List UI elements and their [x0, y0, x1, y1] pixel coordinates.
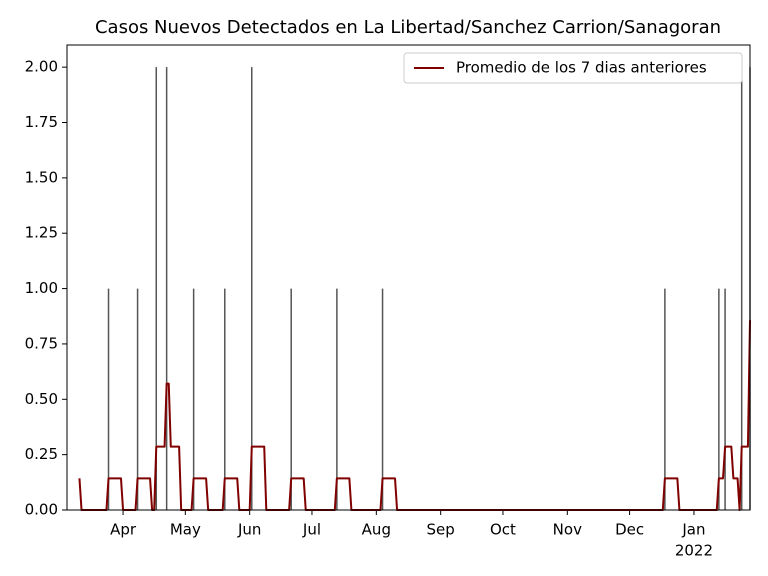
- y-tick-label: 1.50: [25, 168, 58, 186]
- y-tick-label: 1.25: [25, 224, 58, 242]
- y-tick-label: 1.75: [25, 113, 58, 131]
- x-tick-label: Sep: [427, 521, 455, 539]
- x-tick-label: Dec: [615, 521, 644, 539]
- line: [78, 320, 751, 511]
- y-tick-label: 0.75: [25, 334, 58, 352]
- x-tick-label: May: [170, 521, 201, 539]
- y-tick-label: 0.00: [25, 501, 58, 519]
- x-tick-label: Nov: [553, 521, 582, 539]
- x-tick-label: Aug: [362, 521, 391, 539]
- y-tick-label: 1.00: [25, 279, 58, 297]
- chart-title: Casos Nuevos Detectados en La Libertad/S…: [95, 17, 721, 38]
- y-tick-label: 0.25: [25, 445, 58, 463]
- x-tick-label: Jun: [237, 521, 261, 539]
- x-tick-label: Jan: [681, 521, 705, 539]
- y-tick-label: 2.00: [25, 58, 58, 76]
- plot-frame: [66, 44, 751, 511]
- x-tick-label: Apr: [110, 521, 137, 539]
- x-year-label: 2022: [675, 542, 713, 560]
- x-tick-label: Oct: [490, 521, 516, 539]
- legend-label: Promedio de los 7 dias anteriores: [456, 59, 707, 77]
- y-tick-label: 0.50: [25, 390, 58, 408]
- legend-box: [403, 52, 743, 84]
- x-tick-label: Jul: [302, 521, 321, 539]
